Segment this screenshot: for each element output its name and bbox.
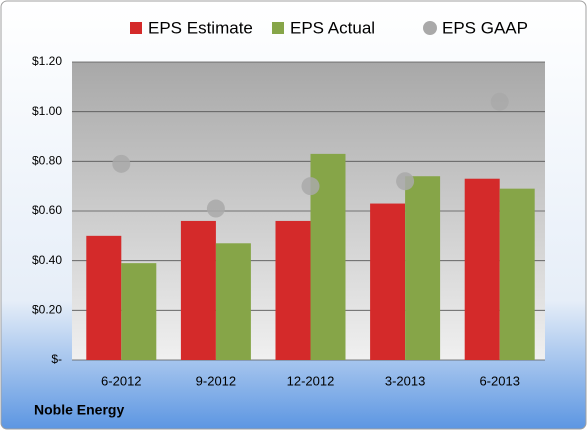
y-tick-label: $1.20 — [32, 54, 62, 68]
legend-swatch — [423, 21, 437, 35]
legend-swatch — [130, 22, 142, 34]
point — [396, 172, 415, 191]
y-tick-label: $0.20 — [32, 303, 62, 317]
point — [112, 154, 131, 173]
bar — [180, 220, 216, 360]
bar — [86, 235, 122, 360]
bar — [405, 176, 441, 360]
y-tick-label: $0.60 — [32, 203, 62, 217]
point — [206, 199, 225, 218]
x-tick-label: 3-2013 — [385, 373, 425, 388]
bar — [121, 263, 157, 360]
bar — [275, 220, 311, 360]
y-tick-label: $- — [51, 352, 62, 366]
x-tick-label: 6-2013 — [479, 373, 519, 388]
legend-label: EPS Estimate — [148, 18, 253, 37]
x-tick-label: 12-2012 — [287, 373, 335, 388]
y-tick-label: $0.80 — [32, 154, 62, 168]
bar — [215, 243, 251, 360]
legend-label: EPS GAAP — [442, 18, 528, 37]
y-tick-label: $0.40 — [32, 253, 62, 267]
x-tick-label: 6-2012 — [101, 373, 141, 388]
point — [301, 177, 320, 196]
legend-label: EPS Actual — [290, 18, 375, 37]
legend-swatch — [272, 22, 284, 34]
point — [490, 92, 509, 111]
footer: Noble Energy — [34, 402, 124, 418]
y-tick-label: $1.00 — [32, 104, 62, 118]
x-tick-label: 9-2012 — [196, 373, 236, 388]
bar — [464, 178, 500, 360]
bar — [499, 188, 535, 360]
bar — [370, 203, 406, 360]
